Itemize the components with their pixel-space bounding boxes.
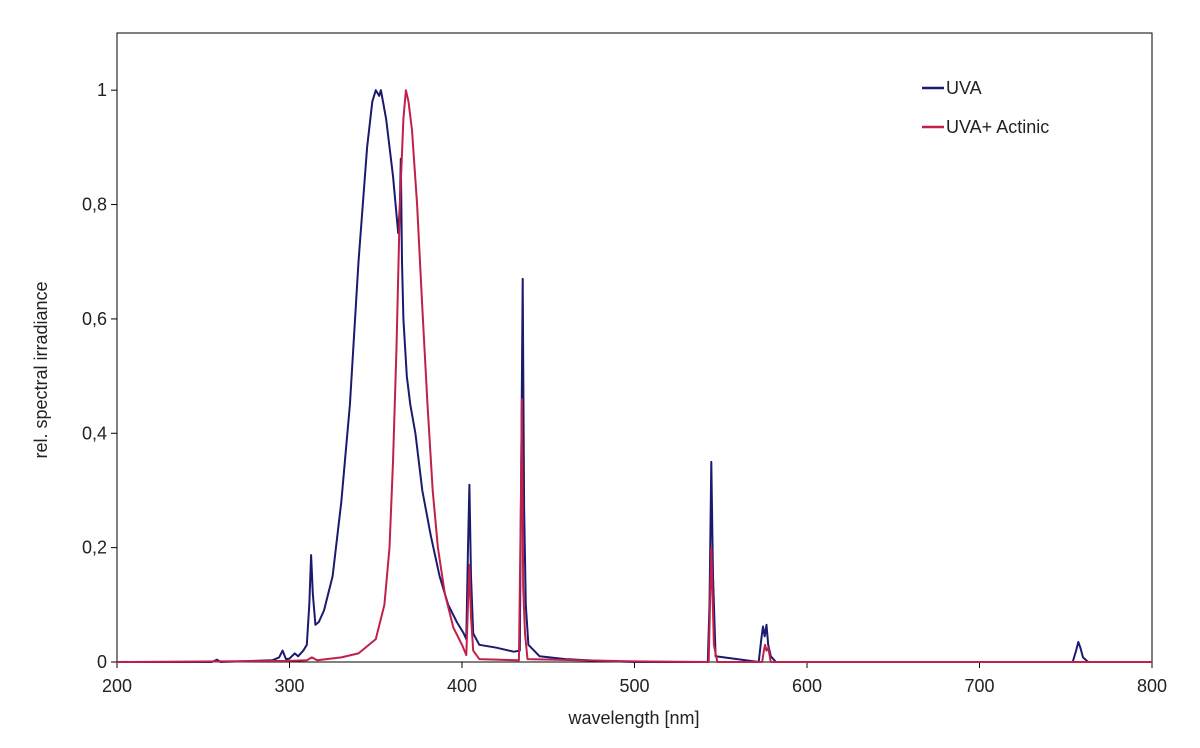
y-tick-label: 1 (97, 80, 107, 100)
series-line-uva-actinic (116, 89, 1152, 663)
y-tick-label: 0,8 (82, 195, 107, 215)
x-tick-label: 600 (792, 676, 822, 696)
y-tick-label: 0,6 (82, 309, 107, 329)
x-tick-label: 400 (447, 676, 477, 696)
series-lines (116, 89, 1152, 663)
series-line-uva (117, 89, 1152, 663)
y-tick-label: 0 (97, 652, 107, 672)
x-axis: 200 300 400 500 600 700 800 (102, 662, 1167, 696)
y-tick-label: 0,4 (82, 423, 107, 443)
x-tick-label: 500 (619, 676, 649, 696)
x-tick-label: 300 (274, 676, 304, 696)
x-tick-label: 800 (1137, 676, 1167, 696)
x-axis-label: wavelength [nm] (567, 708, 699, 728)
y-tick-label: 0,2 (82, 538, 107, 558)
legend: UVA UVA+ Actinic (922, 78, 1049, 137)
y-axis: 0 0,2 0,4 0,6 0,8 1 (82, 80, 117, 672)
x-tick-label: 700 (964, 676, 994, 696)
legend-label-uva-actinic: UVA+ Actinic (946, 117, 1049, 137)
y-axis-label: rel. spectral irradiance (31, 281, 51, 458)
legend-label-uva: UVA (946, 78, 982, 98)
x-tick-label: 200 (102, 676, 132, 696)
